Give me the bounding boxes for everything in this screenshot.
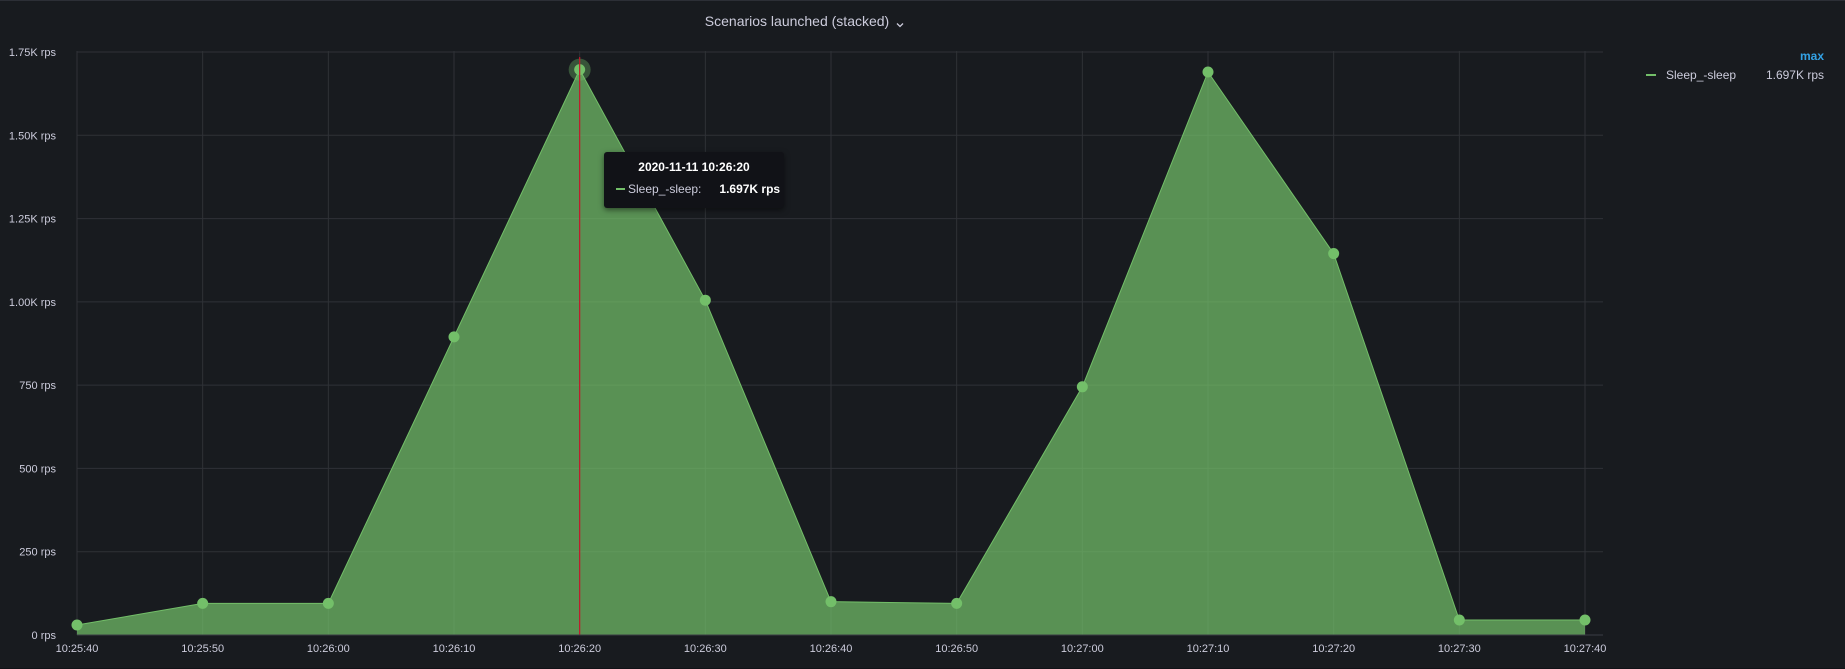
legend-series-name[interactable]: Sleep_-sleep (1666, 68, 1737, 82)
y-tick-label: 0 rps (32, 630, 57, 642)
y-tick-label: 750 rps (19, 380, 56, 392)
data-point[interactable] (197, 597, 209, 609)
x-tick-label: 10:25:50 (181, 643, 224, 655)
tooltip-series-label: Sleep_-sleep: (628, 182, 702, 196)
tooltip-color-swatch (616, 188, 625, 190)
data-point[interactable] (1453, 614, 1465, 626)
y-tick-label: 1.25K rps (9, 214, 57, 226)
chevron-down-icon[interactable] (895, 17, 905, 28)
x-tick-label: 10:27:00 (1061, 643, 1104, 655)
legend-color-swatch[interactable] (1646, 74, 1656, 76)
legend-sort-max[interactable]: max (1799, 49, 1824, 63)
tooltip-series-value: 1.697K rps (719, 182, 781, 196)
y-tick-label: 1.75K rps (9, 47, 57, 59)
x-tick-label: 10:26:20 (558, 643, 601, 655)
y-tick-label: 1.00K rps (9, 297, 57, 309)
legend: max Sleep_-sleep 1.697K rps (1630, 47, 1830, 85)
panel-header[interactable]: Scenarios launched (stacked) (0, 7, 1610, 35)
x-tick-label: 10:26:10 (433, 643, 476, 655)
data-point[interactable] (322, 597, 334, 609)
hover-tooltip: 2020-11-11 10:26:20 Sleep_-sleep: 1.697K… (604, 152, 784, 208)
data-point[interactable] (1202, 66, 1214, 78)
x-tick-label: 10:27:20 (1312, 643, 1355, 655)
x-tick-label: 10:27:40 (1564, 643, 1607, 655)
x-tick-label: 10:27:10 (1187, 643, 1230, 655)
data-point[interactable] (1579, 614, 1591, 626)
data-point[interactable] (1076, 381, 1088, 393)
data-point[interactable] (699, 294, 711, 306)
panel-title[interactable]: Scenarios launched (stacked) (704, 13, 890, 29)
y-tick-label: 250 rps (19, 547, 56, 559)
y-tick-label: 500 rps (19, 463, 56, 475)
x-tick-label: 10:26:50 (935, 643, 978, 655)
x-tick-label: 10:26:40 (810, 643, 853, 655)
data-point[interactable] (951, 597, 963, 609)
tooltip-time: 2020-11-11 10:26:20 (638, 160, 750, 174)
legend-series-max: 1.697K rps (1765, 68, 1824, 82)
x-tick-label: 10:26:00 (307, 643, 350, 655)
x-tick-label: 10:25:40 (56, 643, 99, 655)
data-point[interactable] (1328, 248, 1340, 260)
series-area-fill (77, 69, 1585, 636)
legend-item[interactable]: Sleep_-sleep 1.697K rps (1630, 65, 1830, 85)
tooltip-series-row: Sleep_-sleep: 1.697K rps (616, 182, 780, 196)
data-point[interactable] (825, 596, 837, 608)
data-point[interactable] (448, 331, 460, 343)
y-tick-label: 1.50K rps (9, 130, 57, 142)
x-tick-label: 10:27:30 (1438, 643, 1481, 655)
x-tick-label: 10:26:30 (684, 643, 727, 655)
data-point[interactable] (71, 619, 83, 631)
